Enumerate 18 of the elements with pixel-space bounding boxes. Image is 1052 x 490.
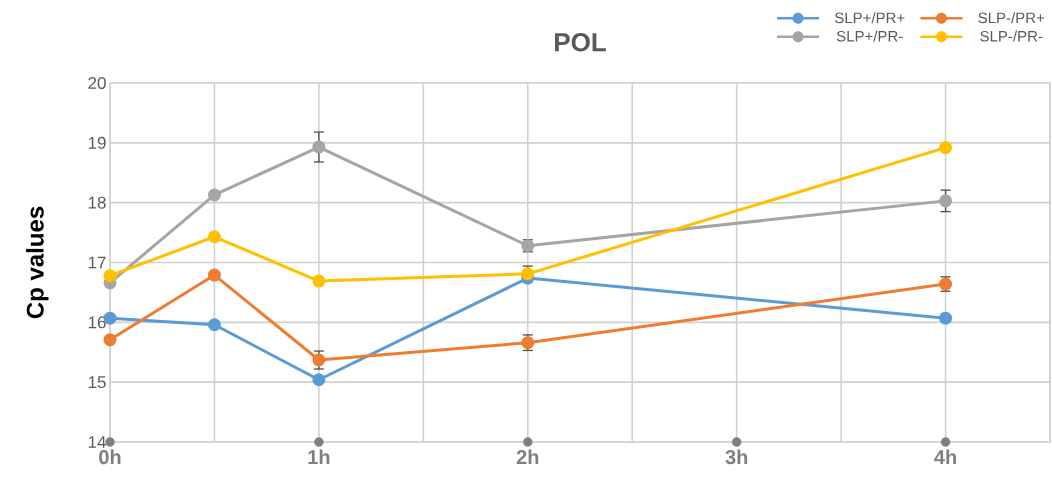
chart-title: POL: [555, 33, 606, 52]
x-tick-label: 2h: [516, 449, 539, 465]
y-tick-label: 20: [88, 76, 106, 90]
y-tick-label: 18: [88, 196, 106, 209]
x-tick-label: 4h: [934, 449, 956, 465]
x-tick-label: 0h: [99, 449, 121, 465]
x-tick-label: 1h: [308, 449, 330, 465]
legend-label: SLP+/PR-: [836, 30, 903, 42]
y-tick-label: 14: [88, 436, 106, 448]
y-tick-label: 15: [88, 376, 106, 389]
y-axis-title: Cp values: [26, 206, 49, 319]
y-tick-label: 16: [88, 316, 106, 329]
legend-label: SLP-/PR+: [978, 12, 1045, 24]
legend-label: SLP+/PR+: [834, 12, 905, 24]
x-tick-label: 3h: [725, 449, 748, 465]
y-tick-label: 17: [88, 256, 106, 269]
legend-label: SLP-/PR-: [980, 30, 1043, 42]
y-tick-label: 19: [88, 136, 106, 149]
